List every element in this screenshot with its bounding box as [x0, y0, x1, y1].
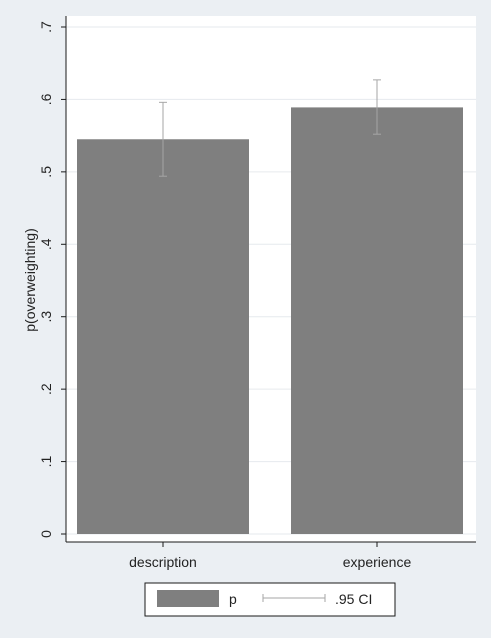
legend-swatch-bar: [157, 590, 219, 607]
y-tick-label: .3: [38, 311, 54, 323]
error-bars: [159, 79, 381, 177]
bar: [291, 107, 463, 534]
x-tick-label: experience: [343, 554, 412, 570]
bars: [77, 107, 463, 534]
y-tick-label: 0: [38, 530, 54, 538]
y-tick-label: .5: [38, 166, 54, 178]
y-tick-label: .4: [38, 238, 54, 250]
bar: [77, 139, 249, 534]
y-tick-label: .7: [38, 21, 54, 33]
y-axis-title: p(overweighting): [22, 228, 38, 332]
x-tick-label: description: [129, 554, 197, 570]
x-axis: description experience: [66, 541, 476, 570]
y-tick-label: .1: [38, 456, 54, 468]
legend-label-p: p: [229, 591, 237, 607]
legend: p .95 CI: [144, 582, 396, 617]
legend-label-ci: .95 CI: [335, 591, 372, 607]
y-tick-label: .2: [38, 383, 54, 395]
y-axis: 0 .1 .2 .3 .4 .5 .6 .7: [38, 16, 67, 542]
y-tick-label: .6: [38, 93, 54, 105]
